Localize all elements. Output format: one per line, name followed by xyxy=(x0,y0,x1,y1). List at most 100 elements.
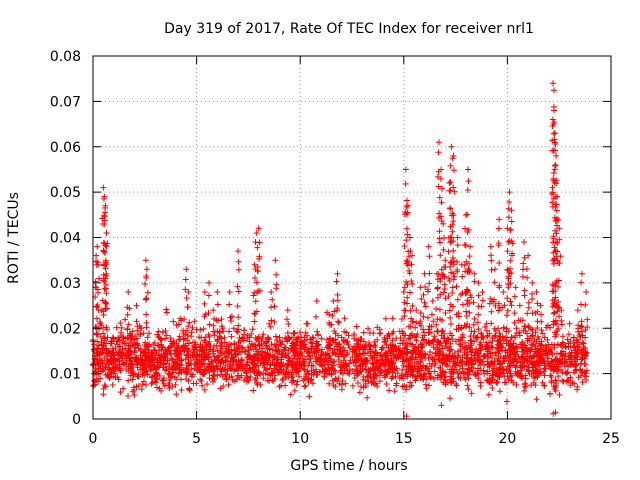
data-point xyxy=(438,342,445,349)
data-point xyxy=(131,355,138,362)
data-point xyxy=(420,329,427,336)
data-point xyxy=(552,333,559,340)
data-point xyxy=(231,378,238,385)
data-point xyxy=(450,276,457,283)
data-point xyxy=(488,308,495,315)
data-point xyxy=(532,363,539,370)
data-point xyxy=(302,329,309,336)
data-point xyxy=(496,388,503,395)
data-point xyxy=(113,324,120,331)
data-point xyxy=(538,338,545,345)
data-point xyxy=(234,367,241,374)
data-point xyxy=(552,140,559,147)
x-tick-label: 20 xyxy=(498,431,516,447)
data-point xyxy=(428,311,435,318)
data-point xyxy=(366,330,373,337)
data-point xyxy=(459,334,466,341)
data-point xyxy=(464,186,471,193)
data-point xyxy=(168,355,175,362)
data-point xyxy=(371,342,378,349)
data-point xyxy=(475,292,482,299)
data-point xyxy=(326,311,333,318)
y-tick-label: 0.06 xyxy=(50,140,81,156)
data-point xyxy=(97,357,104,364)
data-point xyxy=(468,348,475,355)
data-point xyxy=(100,325,107,332)
data-point xyxy=(202,354,209,361)
data-point xyxy=(553,207,560,214)
data-point xyxy=(287,391,294,398)
data-point xyxy=(579,379,586,386)
data-point xyxy=(244,362,251,369)
data-point xyxy=(563,370,570,377)
data-point xyxy=(420,371,427,378)
data-point xyxy=(206,321,213,328)
data-point xyxy=(360,329,367,336)
data-point xyxy=(120,385,127,392)
data-point xyxy=(265,335,272,342)
data-point xyxy=(193,361,200,368)
data-point xyxy=(288,371,295,378)
data-point xyxy=(168,343,175,350)
data-point xyxy=(234,344,241,351)
data-point xyxy=(529,290,536,297)
data-point xyxy=(105,361,112,368)
data-point xyxy=(243,369,250,376)
data-point xyxy=(185,340,192,347)
data-point xyxy=(507,257,514,264)
data-point xyxy=(524,274,531,281)
data-point xyxy=(214,372,221,379)
data-point xyxy=(90,346,97,353)
data-point xyxy=(116,337,123,344)
data-point xyxy=(495,325,502,332)
data-point xyxy=(494,379,501,386)
data-point xyxy=(103,243,110,250)
data-point xyxy=(323,336,330,343)
data-point xyxy=(191,318,198,325)
data-point xyxy=(167,371,174,378)
data-point xyxy=(182,276,189,283)
data-point xyxy=(300,363,307,370)
data-point xyxy=(175,336,182,343)
data-point xyxy=(483,320,490,327)
data-point xyxy=(365,325,372,332)
data-point xyxy=(409,318,416,325)
data-point xyxy=(404,262,411,269)
data-point xyxy=(170,318,177,325)
data-point xyxy=(267,323,274,330)
data-point xyxy=(95,261,102,268)
data-point xyxy=(470,321,477,328)
data-point xyxy=(436,210,443,217)
data-point xyxy=(256,342,263,349)
data-point xyxy=(445,293,452,300)
data-point xyxy=(556,391,563,398)
data-point xyxy=(218,323,225,330)
data-point xyxy=(326,380,333,387)
data-point xyxy=(567,374,574,381)
data-point xyxy=(273,271,280,278)
data-point xyxy=(201,386,208,393)
data-point xyxy=(583,288,590,295)
data-point xyxy=(250,292,257,299)
data-point xyxy=(578,279,585,286)
data-point xyxy=(579,354,586,361)
data-point xyxy=(314,328,321,335)
data-point xyxy=(466,260,473,267)
data-point xyxy=(441,274,448,281)
data-point xyxy=(102,265,109,272)
data-point xyxy=(161,382,168,389)
data-point xyxy=(484,368,491,375)
data-point xyxy=(211,328,218,335)
data-point xyxy=(217,358,224,365)
data-point xyxy=(100,312,107,319)
data-point xyxy=(162,348,169,355)
data-point xyxy=(385,366,392,373)
data-point xyxy=(449,254,456,261)
data-point xyxy=(109,345,116,352)
data-point xyxy=(499,304,506,311)
data-point xyxy=(100,184,107,191)
data-point xyxy=(454,370,461,377)
data-point xyxy=(455,348,462,355)
data-point xyxy=(571,343,578,350)
data-point xyxy=(157,358,164,365)
